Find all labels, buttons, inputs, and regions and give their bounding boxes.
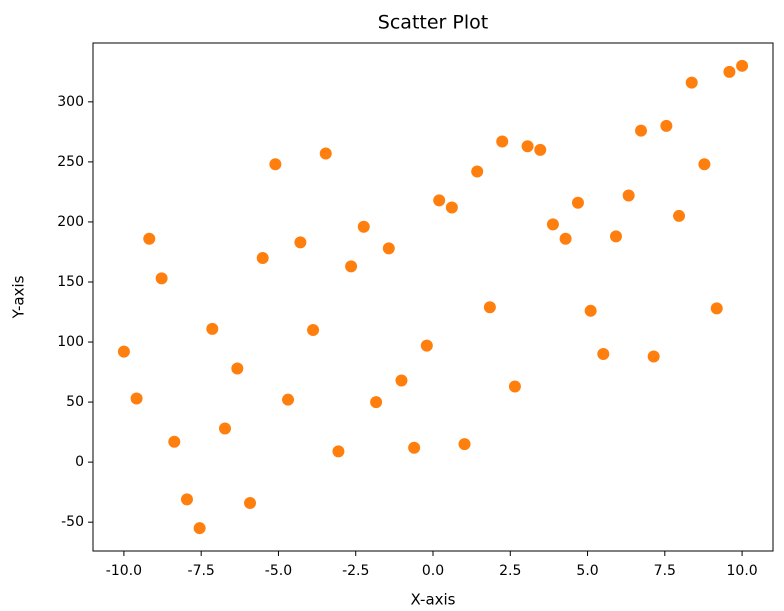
point bbox=[168, 435, 181, 448]
point bbox=[395, 374, 408, 387]
point bbox=[332, 445, 345, 458]
point bbox=[130, 392, 143, 405]
point bbox=[584, 304, 597, 317]
point bbox=[155, 272, 168, 285]
point bbox=[609, 230, 622, 243]
point bbox=[382, 242, 395, 255]
y-tick-label: 200 bbox=[57, 214, 84, 230]
point bbox=[143, 232, 156, 245]
point bbox=[685, 76, 698, 89]
point bbox=[433, 194, 446, 207]
x-tick-label: -7.5 bbox=[188, 563, 215, 579]
y-tick-label: 50 bbox=[66, 394, 84, 410]
point bbox=[471, 165, 484, 178]
x-tick-label: 5.0 bbox=[576, 563, 598, 579]
point bbox=[231, 362, 244, 375]
x-tick-label: -2.5 bbox=[342, 563, 369, 579]
point bbox=[420, 339, 433, 352]
point bbox=[496, 135, 509, 148]
point bbox=[370, 396, 383, 409]
x-tick-label: 0.0 bbox=[422, 563, 444, 579]
point bbox=[647, 350, 660, 363]
point bbox=[508, 380, 521, 393]
point bbox=[206, 322, 219, 335]
point bbox=[546, 218, 559, 231]
y-tick-label: 250 bbox=[57, 154, 84, 170]
x-tick-label: 10.0 bbox=[727, 563, 758, 579]
point bbox=[635, 124, 648, 137]
point bbox=[180, 493, 193, 506]
point bbox=[559, 232, 572, 245]
chart-title: Scatter Plot bbox=[378, 12, 488, 34]
point bbox=[244, 496, 257, 509]
point bbox=[571, 196, 584, 209]
point bbox=[736, 59, 749, 72]
point bbox=[483, 301, 496, 314]
point bbox=[458, 438, 471, 451]
point bbox=[698, 158, 711, 171]
point bbox=[534, 143, 547, 156]
point bbox=[218, 422, 231, 435]
point bbox=[597, 348, 610, 361]
y-tick-label: 0 bbox=[75, 454, 84, 470]
point bbox=[294, 236, 307, 249]
point bbox=[117, 345, 130, 358]
x-axis-label: X-axis bbox=[411, 591, 456, 609]
point bbox=[307, 324, 320, 337]
y-tick-label: -50 bbox=[61, 514, 84, 530]
point bbox=[357, 220, 370, 233]
point bbox=[345, 260, 358, 273]
y-tick-label: 150 bbox=[57, 274, 84, 290]
point bbox=[710, 302, 723, 315]
point bbox=[660, 119, 673, 132]
point bbox=[269, 158, 282, 171]
y-tick-label: 100 bbox=[57, 334, 84, 350]
point bbox=[256, 251, 269, 264]
point bbox=[521, 140, 534, 153]
y-axis-label: Y-axis bbox=[10, 275, 28, 319]
point bbox=[408, 441, 421, 454]
x-tick-label: -5.0 bbox=[265, 563, 292, 579]
point bbox=[673, 209, 686, 222]
point bbox=[319, 147, 332, 160]
point bbox=[723, 65, 736, 78]
point bbox=[445, 201, 458, 214]
point bbox=[193, 522, 206, 535]
x-tick-label: 7.5 bbox=[654, 563, 676, 579]
x-tick-label: -10.0 bbox=[106, 563, 142, 579]
y-tick-label: 300 bbox=[57, 94, 84, 110]
x-tick-label: 2.5 bbox=[499, 563, 521, 579]
point bbox=[622, 189, 635, 202]
point bbox=[282, 393, 295, 406]
